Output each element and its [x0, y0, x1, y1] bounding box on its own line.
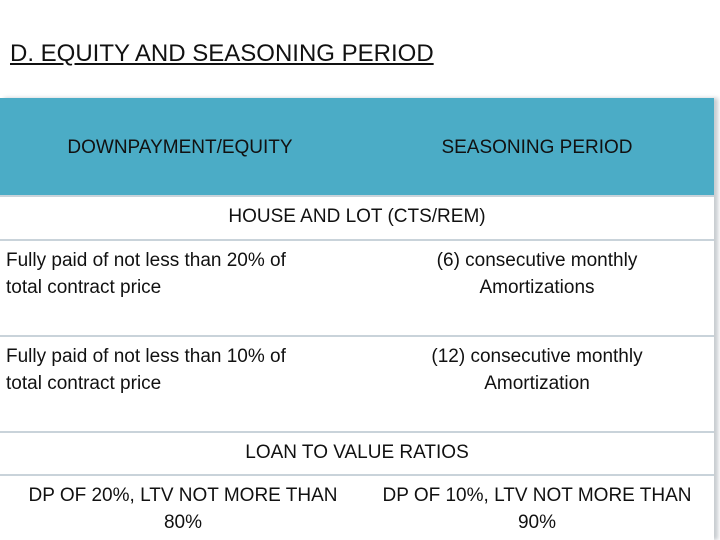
- cell-line: total contract price: [6, 277, 162, 298]
- page-title: D. EQUITY AND SEASONING PERIOD: [10, 40, 434, 67]
- table-cell: (6) consecutive monthly Amortizations: [360, 247, 714, 301]
- column-header: DOWNPAYMENT/EQUITY: [67, 137, 293, 158]
- table-cell: (12) consecutive monthly Amortization: [360, 343, 714, 397]
- table-row: Fully paid of not less than 10% of total …: [0, 335, 714, 431]
- table-header: [0, 98, 714, 195]
- cell-line: Amortizations: [479, 277, 595, 298]
- table-cell: Fully paid of not less than 20% of total …: [6, 247, 360, 301]
- cell-line: 90%: [517, 512, 557, 533]
- cell-line: (6) consecutive monthly: [436, 250, 638, 271]
- cell-line: DP OF 20%, LTV NOT MORE THAN: [28, 485, 338, 506]
- table-cell: DP OF 20%, LTV NOT MORE THAN 80%: [6, 482, 360, 536]
- cell-line: total contract price: [6, 373, 162, 394]
- table-row: DP OF 20%, LTV NOT MORE THAN 80% DP OF 10%…: [0, 474, 714, 539]
- section-row: HOUSE AND LOT (CTS/REM): [0, 195, 714, 239]
- cell-line: Fully paid of not less than 20% of: [6, 250, 286, 271]
- table-cell: DP OF 10%, LTV NOT MORE THAN 90%: [360, 482, 714, 536]
- cell-line: DP OF 10%, LTV NOT MORE THAN: [382, 485, 692, 506]
- section-row: LOAN TO VALUE RATIOS: [0, 431, 714, 474]
- cell-line: Fully paid of not less than 10% of: [6, 346, 286, 367]
- table: DOWNPAYMENT/EQUITY SEASONING PERIOD HOUSE …: [0, 98, 714, 540]
- section-title: LOAN TO VALUE RATIOS: [245, 442, 469, 463]
- table-row: Fully paid of not less than 20% of total …: [0, 239, 714, 335]
- cell-line: Amortization: [484, 373, 590, 394]
- column-header: SEASONING PERIOD: [441, 137, 633, 158]
- cell-line: 80%: [163, 512, 203, 533]
- section-title: HOUSE AND LOT (CTS/REM): [228, 206, 486, 227]
- table-cell: Fully paid of not less than 10% of total …: [6, 343, 360, 397]
- cell-line: (12) consecutive monthly: [431, 346, 643, 367]
